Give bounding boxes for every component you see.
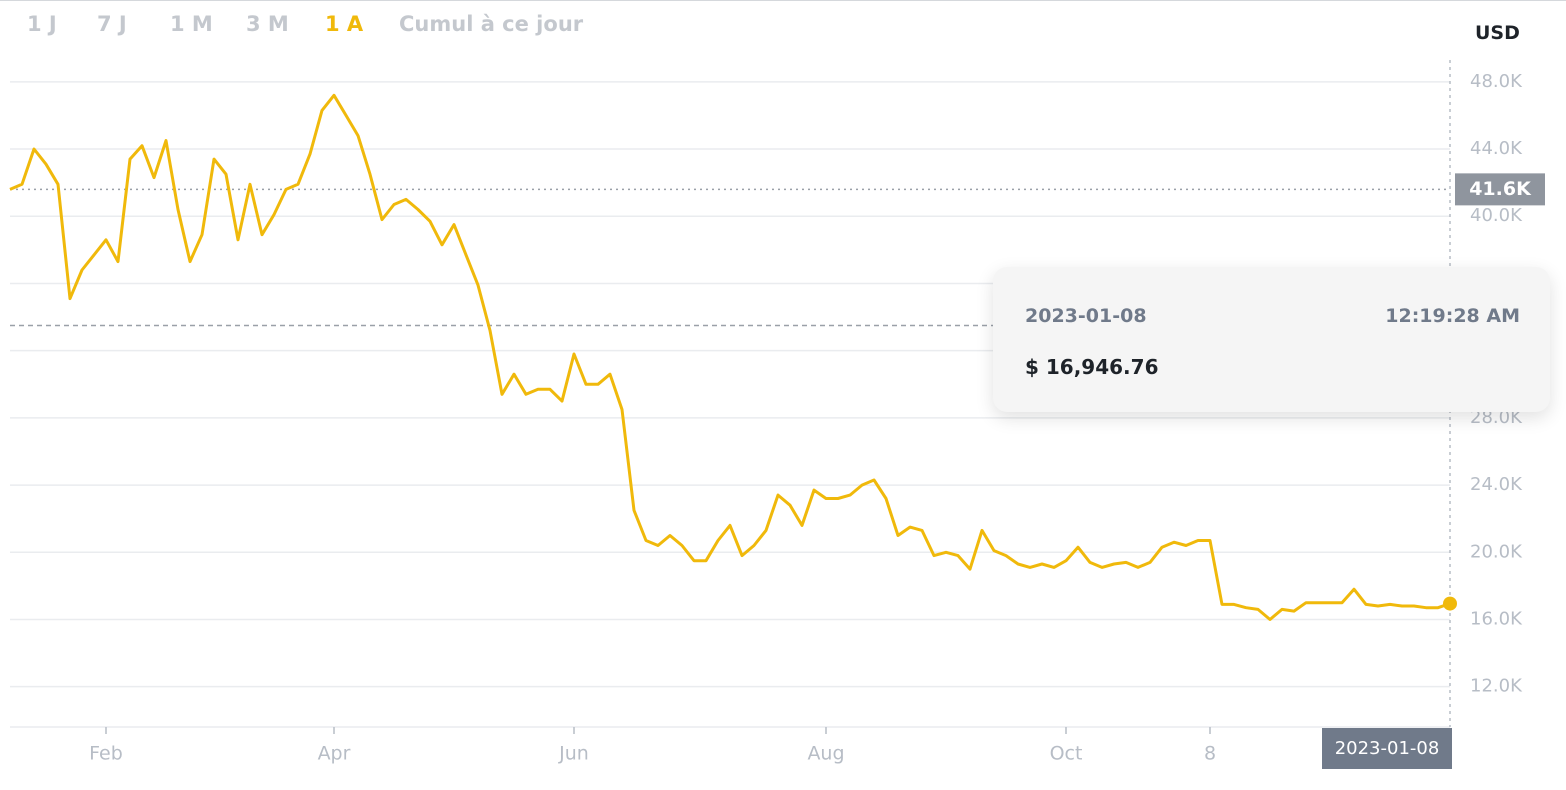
y-tick-label: 40.0K bbox=[1470, 205, 1523, 226]
crosshair-x-label-bg bbox=[1322, 728, 1452, 769]
tooltip: 2023-01-08 12:19:28 AM $ 16,946.76 bbox=[993, 267, 1550, 412]
currency-label: USD bbox=[1475, 22, 1520, 44]
crosshair-label-bg bbox=[1455, 173, 1545, 206]
range-tab[interactable]: 3 M bbox=[246, 12, 289, 36]
range-tab[interactable]: 1 A bbox=[325, 12, 364, 36]
x-tick-label: Apr bbox=[318, 743, 351, 765]
y-tick-label: 20.0K bbox=[1470, 541, 1523, 562]
last-point bbox=[1443, 596, 1457, 611]
y-tick-label: 16.0K bbox=[1470, 608, 1523, 629]
crosshair-label: 41.6K bbox=[1469, 178, 1532, 200]
x-tick-label: 8 bbox=[1204, 743, 1216, 765]
x-tick-label: Aug bbox=[807, 743, 844, 765]
tooltip-time: 12:19:28 AM bbox=[1385, 305, 1520, 327]
tooltip-price: $ 16,946.76 bbox=[1025, 355, 1159, 379]
range-tab[interactable]: 1 J bbox=[27, 12, 57, 36]
x-tick-label: Feb bbox=[89, 743, 123, 765]
x-tick-label: Jun bbox=[558, 743, 589, 765]
tooltip-date: 2023-01-08 bbox=[1025, 305, 1147, 327]
y-tick-label: 48.0K bbox=[1470, 71, 1523, 92]
range-tab[interactable]: 7 J bbox=[97, 12, 127, 36]
x-tick-label: Oct bbox=[1050, 743, 1083, 765]
top-border bbox=[0, 0, 1566, 1]
y-tick-label: 12.0K bbox=[1470, 676, 1523, 697]
y-tick-label: 24.0K bbox=[1470, 474, 1523, 495]
crosshair-x-label: 2023-01-08 bbox=[1335, 738, 1440, 759]
range-tab[interactable]: 1 M bbox=[170, 12, 213, 36]
range-tab[interactable]: Cumul à ce jour bbox=[399, 12, 584, 36]
y-tick-label: 28.0K bbox=[1470, 407, 1523, 428]
price-line bbox=[9, 93, 1451, 621]
y-tick-label: 44.0K bbox=[1470, 138, 1523, 159]
